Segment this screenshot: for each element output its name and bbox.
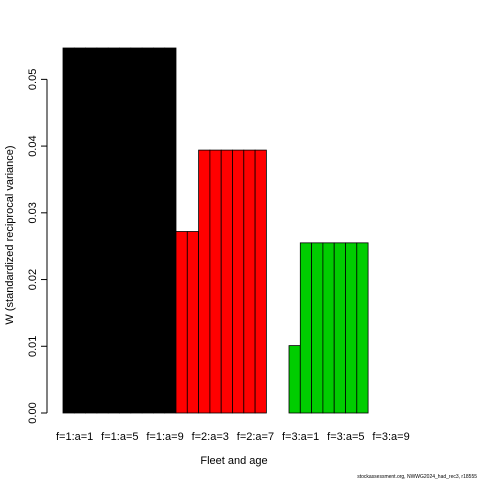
x-tick-label: f=1:a=5 (101, 431, 138, 443)
x-axis-label: Fleet and age (200, 455, 267, 467)
x-tick-label: f=3:a=1 (282, 431, 319, 443)
y-tick-label: 0.04 (27, 135, 39, 156)
bar (288, 345, 301, 414)
bar (209, 149, 222, 414)
x-tick-label: f=2:a=3 (192, 431, 229, 443)
bar (119, 47, 132, 414)
bar (356, 242, 369, 414)
bar (73, 47, 87, 414)
y-tick-label: 0.02 (27, 269, 39, 290)
y-tick-label: 0.01 (27, 336, 39, 357)
bar (299, 242, 312, 414)
bar (311, 242, 324, 414)
bar (164, 47, 177, 414)
x-tick-label: f=1:a=9 (146, 431, 183, 443)
bar (254, 149, 267, 414)
footnote: stockassessment.org, NWWG2024_had_rec3, … (357, 474, 477, 480)
x-tick-label: f=1:a=1 (56, 431, 93, 443)
bar (232, 149, 245, 414)
bar (96, 47, 109, 414)
y-tick-label: 0.00 (27, 402, 39, 423)
bar (333, 242, 346, 414)
bar (107, 47, 120, 414)
bar (130, 47, 143, 414)
bar (152, 47, 166, 414)
y-tick-label: 0.05 (27, 69, 39, 90)
bar (243, 149, 256, 414)
bar (141, 47, 154, 414)
bar (186, 231, 200, 414)
bar (345, 242, 358, 414)
y-axis-label: W (standardized reciprocal variance) (4, 145, 16, 324)
bar (62, 47, 75, 414)
bar (85, 47, 98, 414)
bar (322, 242, 335, 414)
bar (175, 231, 188, 414)
bar (220, 149, 233, 414)
x-tick-label: f=2:a=7 (237, 431, 274, 443)
x-tick-label: f=3:a=5 (327, 431, 364, 443)
x-tick-label: f=3:a=9 (372, 431, 409, 443)
bar (198, 149, 211, 414)
y-tick-label: 0.03 (27, 202, 39, 223)
